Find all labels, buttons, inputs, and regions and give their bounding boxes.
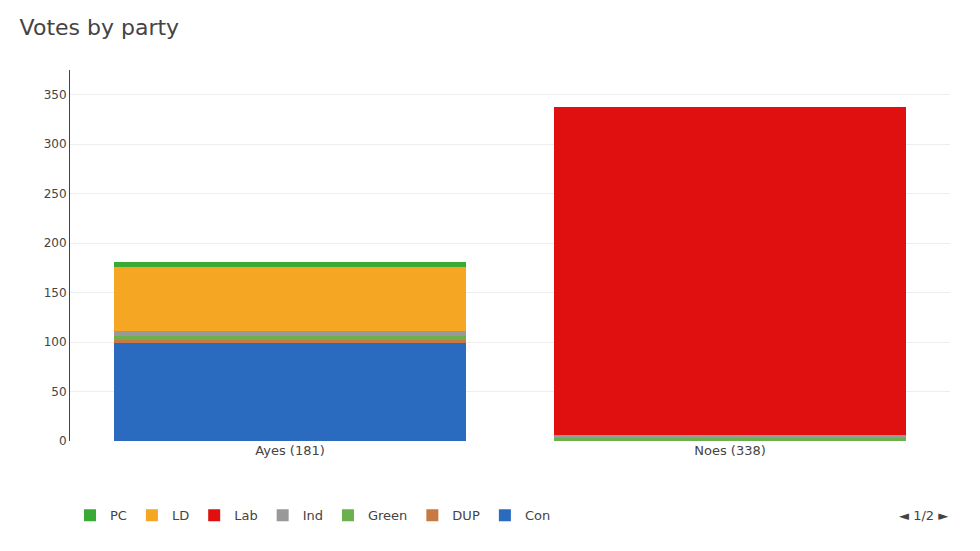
svg-text:150: 150: [44, 286, 67, 300]
svg-text:Con: Con: [525, 508, 550, 523]
svg-text:100: 100: [44, 335, 67, 349]
svg-text:Green: Green: [368, 508, 407, 523]
svg-text:◄ 1/2 ►: ◄ 1/2 ►: [899, 508, 948, 523]
svg-text:Ind: Ind: [303, 508, 323, 523]
svg-text:350: 350: [44, 88, 67, 102]
svg-text:Noes (338): Noes (338): [694, 443, 766, 458]
svg-text:250: 250: [44, 187, 67, 201]
svg-text:0: 0: [59, 434, 67, 448]
svg-text:LD: LD: [172, 508, 189, 523]
svg-text:Lab: Lab: [234, 508, 257, 523]
svg-text:PC: PC: [110, 508, 127, 523]
svg-text:Ayes (181): Ayes (181): [255, 443, 325, 458]
svg-text:Votes by party: Votes by party: [20, 15, 180, 40]
svg-text:300: 300: [44, 137, 67, 151]
svg-text:200: 200: [44, 236, 67, 250]
svg-text:DUP: DUP: [452, 508, 480, 523]
svg-text:50: 50: [51, 385, 66, 399]
